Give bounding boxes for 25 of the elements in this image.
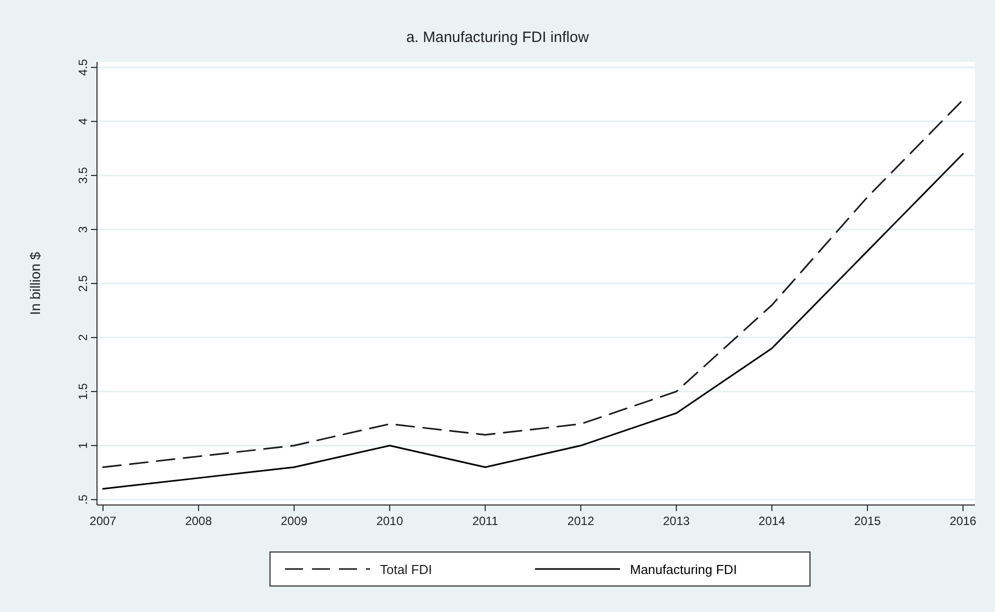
y-tick-label: 2.5 [76, 274, 90, 292]
x-tick-label: 2012 [567, 514, 594, 528]
chart-title: a. Manufacturing FDI inflow [406, 29, 589, 46]
y-tick-label: 1 [76, 442, 90, 449]
y-tick-label: 3.5 [76, 166, 90, 184]
y-tick-label: 4.5 [76, 58, 90, 76]
x-tick-label: 2008 [185, 514, 212, 528]
text: Manufacturing FDI [630, 562, 737, 577]
x-tick-label: 2009 [280, 514, 308, 528]
x-tick-label: 2016 [950, 514, 977, 528]
line-series [102, 153, 964, 490]
x-tick-label: 2007 [90, 514, 117, 528]
x-tick-label: 2014 [758, 514, 786, 528]
y-tick-label: 1.5 [76, 382, 90, 400]
y-axis-title: In billion $ [27, 252, 43, 316]
x-tick-label: 2010 [376, 514, 404, 528]
line-series [102, 99, 964, 468]
x-tick-label: 2015 [854, 514, 882, 528]
x-tick-label: 2013 [662, 514, 690, 528]
y-tick-label: .5 [76, 494, 90, 505]
y-tick-label: 4 [76, 118, 90, 125]
y-tick-label: 2 [76, 334, 90, 341]
x-tick-label: 2011 [472, 514, 498, 528]
text: Total FDI [380, 562, 432, 577]
y-tick-label: 3 [76, 226, 90, 233]
